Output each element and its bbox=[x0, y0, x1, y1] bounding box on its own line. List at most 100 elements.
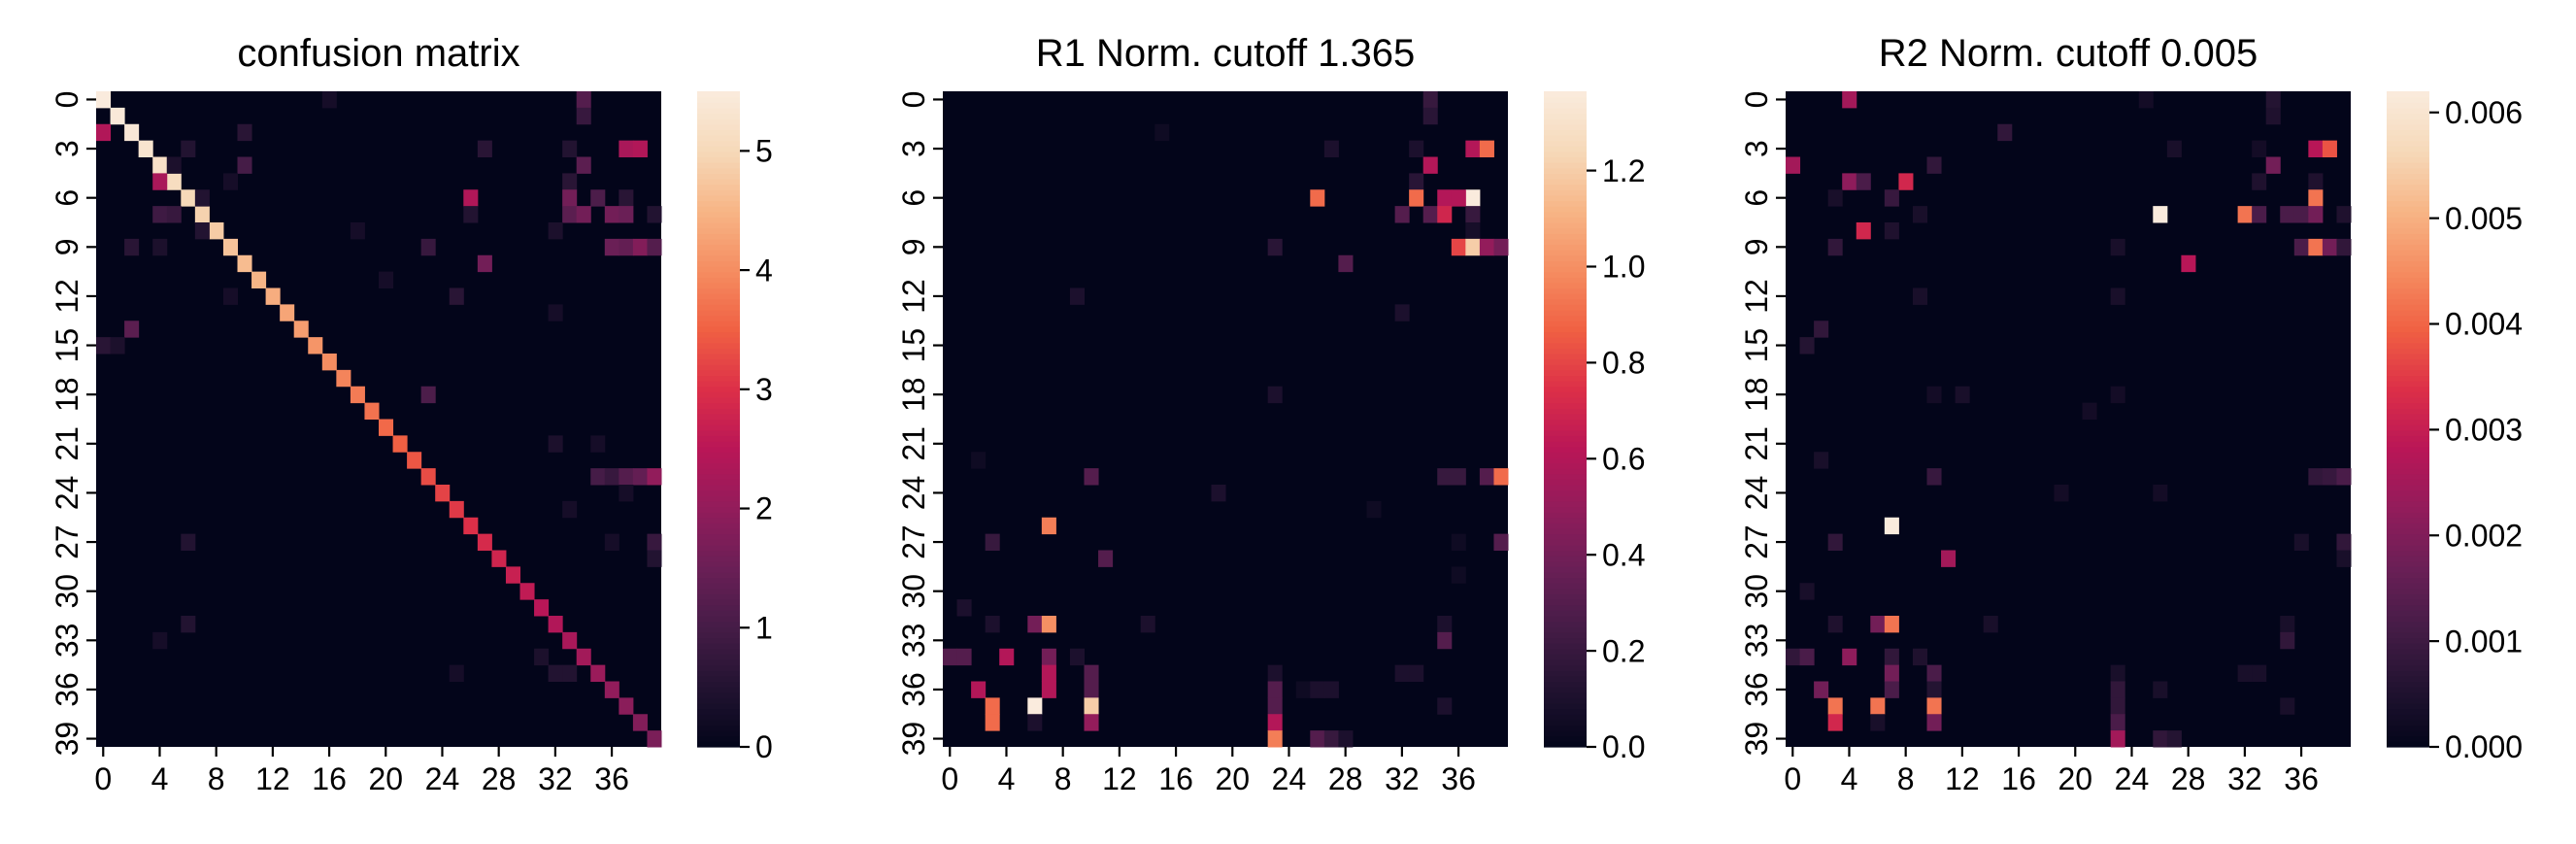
heatmap-cell bbox=[956, 648, 972, 666]
colorbar-segment bbox=[1544, 599, 1587, 606]
colorbar-segment bbox=[2387, 135, 2429, 142]
colorbar-tick-label: 0.6 bbox=[1602, 441, 1645, 476]
heatmap-cell bbox=[604, 681, 619, 698]
colorbar-segment bbox=[1544, 140, 1587, 147]
colorbar-segment bbox=[697, 211, 740, 218]
heatmap-cell bbox=[999, 648, 1015, 666]
colorbar-segment bbox=[1544, 719, 1587, 726]
colorbar-segment bbox=[1544, 610, 1587, 617]
heatmap-cell bbox=[308, 337, 323, 354]
y-tick-label: 24 bbox=[1739, 476, 1774, 511]
colorbar-segment bbox=[2387, 298, 2429, 305]
colorbar-segment bbox=[697, 184, 740, 190]
heatmap-cell bbox=[124, 123, 140, 142]
panel-title: R1 Norm. cutoff 1.365 bbox=[1036, 32, 1416, 75]
colorbar-segment bbox=[697, 544, 740, 552]
colorbar-segment bbox=[697, 277, 740, 284]
colorbar-segment bbox=[697, 107, 740, 115]
heatmap-cell bbox=[449, 664, 464, 682]
colorbar-tick-label: 4 bbox=[755, 253, 773, 287]
colorbar-segment bbox=[1544, 206, 1587, 213]
colorbar-segment bbox=[2387, 572, 2429, 579]
colorbar-segment bbox=[2387, 621, 2429, 627]
colorbar-segment bbox=[697, 583, 740, 590]
colorbar-segment bbox=[2387, 687, 2429, 693]
heatmap-cell bbox=[1493, 533, 1509, 551]
colorbar-segment bbox=[2387, 556, 2429, 562]
colorbar-segment bbox=[2387, 588, 2429, 595]
colorbar-segment bbox=[1544, 397, 1587, 404]
y-tick-label: 21 bbox=[896, 426, 931, 461]
colorbar-segment bbox=[697, 189, 740, 196]
heatmap-cell bbox=[548, 222, 563, 240]
colorbar-segment bbox=[2387, 697, 2429, 704]
colorbar-segment bbox=[2387, 266, 2429, 273]
heatmap-cell bbox=[152, 238, 168, 256]
heatmap-cell bbox=[985, 714, 1000, 731]
heatmap-cell bbox=[1338, 730, 1354, 748]
heatmap-cell bbox=[194, 222, 210, 240]
colorbar-segment bbox=[697, 244, 740, 251]
heatmap-cell bbox=[2166, 730, 2182, 748]
colorbar-segment bbox=[2387, 271, 2429, 278]
heatmap-cell bbox=[166, 206, 182, 223]
colorbar-segment bbox=[2387, 233, 2429, 240]
x-tick-label: 36 bbox=[1441, 761, 1476, 796]
x-tick-label: 16 bbox=[2001, 761, 2036, 796]
colorbar-segment bbox=[1544, 315, 1587, 321]
heatmap-cell bbox=[2237, 664, 2253, 682]
heatmap-cell bbox=[237, 123, 252, 142]
colorbar-segment bbox=[697, 523, 740, 529]
colorbar-segment bbox=[1544, 419, 1587, 425]
x-tick-label: 32 bbox=[2227, 761, 2262, 796]
heatmap-cell bbox=[181, 140, 196, 157]
panel-title: confusion matrix bbox=[237, 32, 519, 75]
colorbar-segment bbox=[1544, 735, 1587, 742]
colorbar-segment bbox=[2387, 468, 2429, 475]
heatmap-cell bbox=[2153, 681, 2168, 698]
heatmap-cell bbox=[576, 107, 591, 125]
heatmap-cell bbox=[971, 452, 987, 469]
colorbar-tick-label: 0.2 bbox=[1602, 633, 1645, 668]
heatmap-cell bbox=[1842, 91, 1857, 109]
y-tick-label: 33 bbox=[50, 624, 84, 658]
colorbar-segment bbox=[697, 473, 740, 480]
heatmap-cell bbox=[1799, 337, 1815, 354]
heatmap-cell bbox=[1814, 681, 1829, 698]
colorbar-segment bbox=[1544, 287, 1587, 294]
heatmap-cell bbox=[562, 189, 578, 207]
heatmap-cell bbox=[576, 91, 591, 109]
heatmap-cell bbox=[576, 156, 591, 174]
heatmap-cell bbox=[1856, 173, 1871, 190]
colorbar-segment bbox=[697, 495, 740, 502]
colorbar-segment bbox=[1544, 566, 1587, 573]
heatmap-cell bbox=[1027, 714, 1043, 731]
colorbar-segment bbox=[1544, 490, 1587, 496]
heatmap-cell bbox=[1842, 173, 1857, 190]
heatmap-cell bbox=[619, 485, 634, 502]
x-tick-label: 24 bbox=[1272, 761, 1307, 796]
colorbar-segment bbox=[697, 485, 740, 491]
x-tick-label: 28 bbox=[1328, 761, 1363, 796]
heatmap-cell bbox=[1799, 648, 1815, 666]
colorbar-segment bbox=[697, 725, 740, 731]
colorbar-segment bbox=[697, 375, 740, 382]
heatmap-cell bbox=[1084, 697, 1099, 715]
colorbar-segment bbox=[697, 282, 740, 289]
heatmap-cell bbox=[2280, 697, 2295, 715]
heatmap-cell bbox=[420, 468, 436, 486]
colorbar-segment bbox=[697, 146, 740, 152]
colorbar-segment bbox=[1544, 381, 1587, 388]
colorbar-segment bbox=[2387, 408, 2429, 415]
colorbar-segment bbox=[2387, 91, 2429, 98]
heatmap-cell bbox=[590, 468, 606, 486]
heatmap-cell bbox=[1394, 206, 1410, 223]
heatmap-cell bbox=[1493, 238, 1509, 256]
colorbar-segment bbox=[2387, 681, 2429, 688]
colorbar-segment bbox=[697, 456, 740, 464]
heatmap-cell bbox=[1409, 664, 1424, 682]
colorbar-segment bbox=[697, 577, 740, 584]
colorbar-segment bbox=[1544, 714, 1587, 721]
heatmap-cell bbox=[1786, 156, 1801, 174]
heatmap-cell bbox=[2308, 173, 2324, 190]
